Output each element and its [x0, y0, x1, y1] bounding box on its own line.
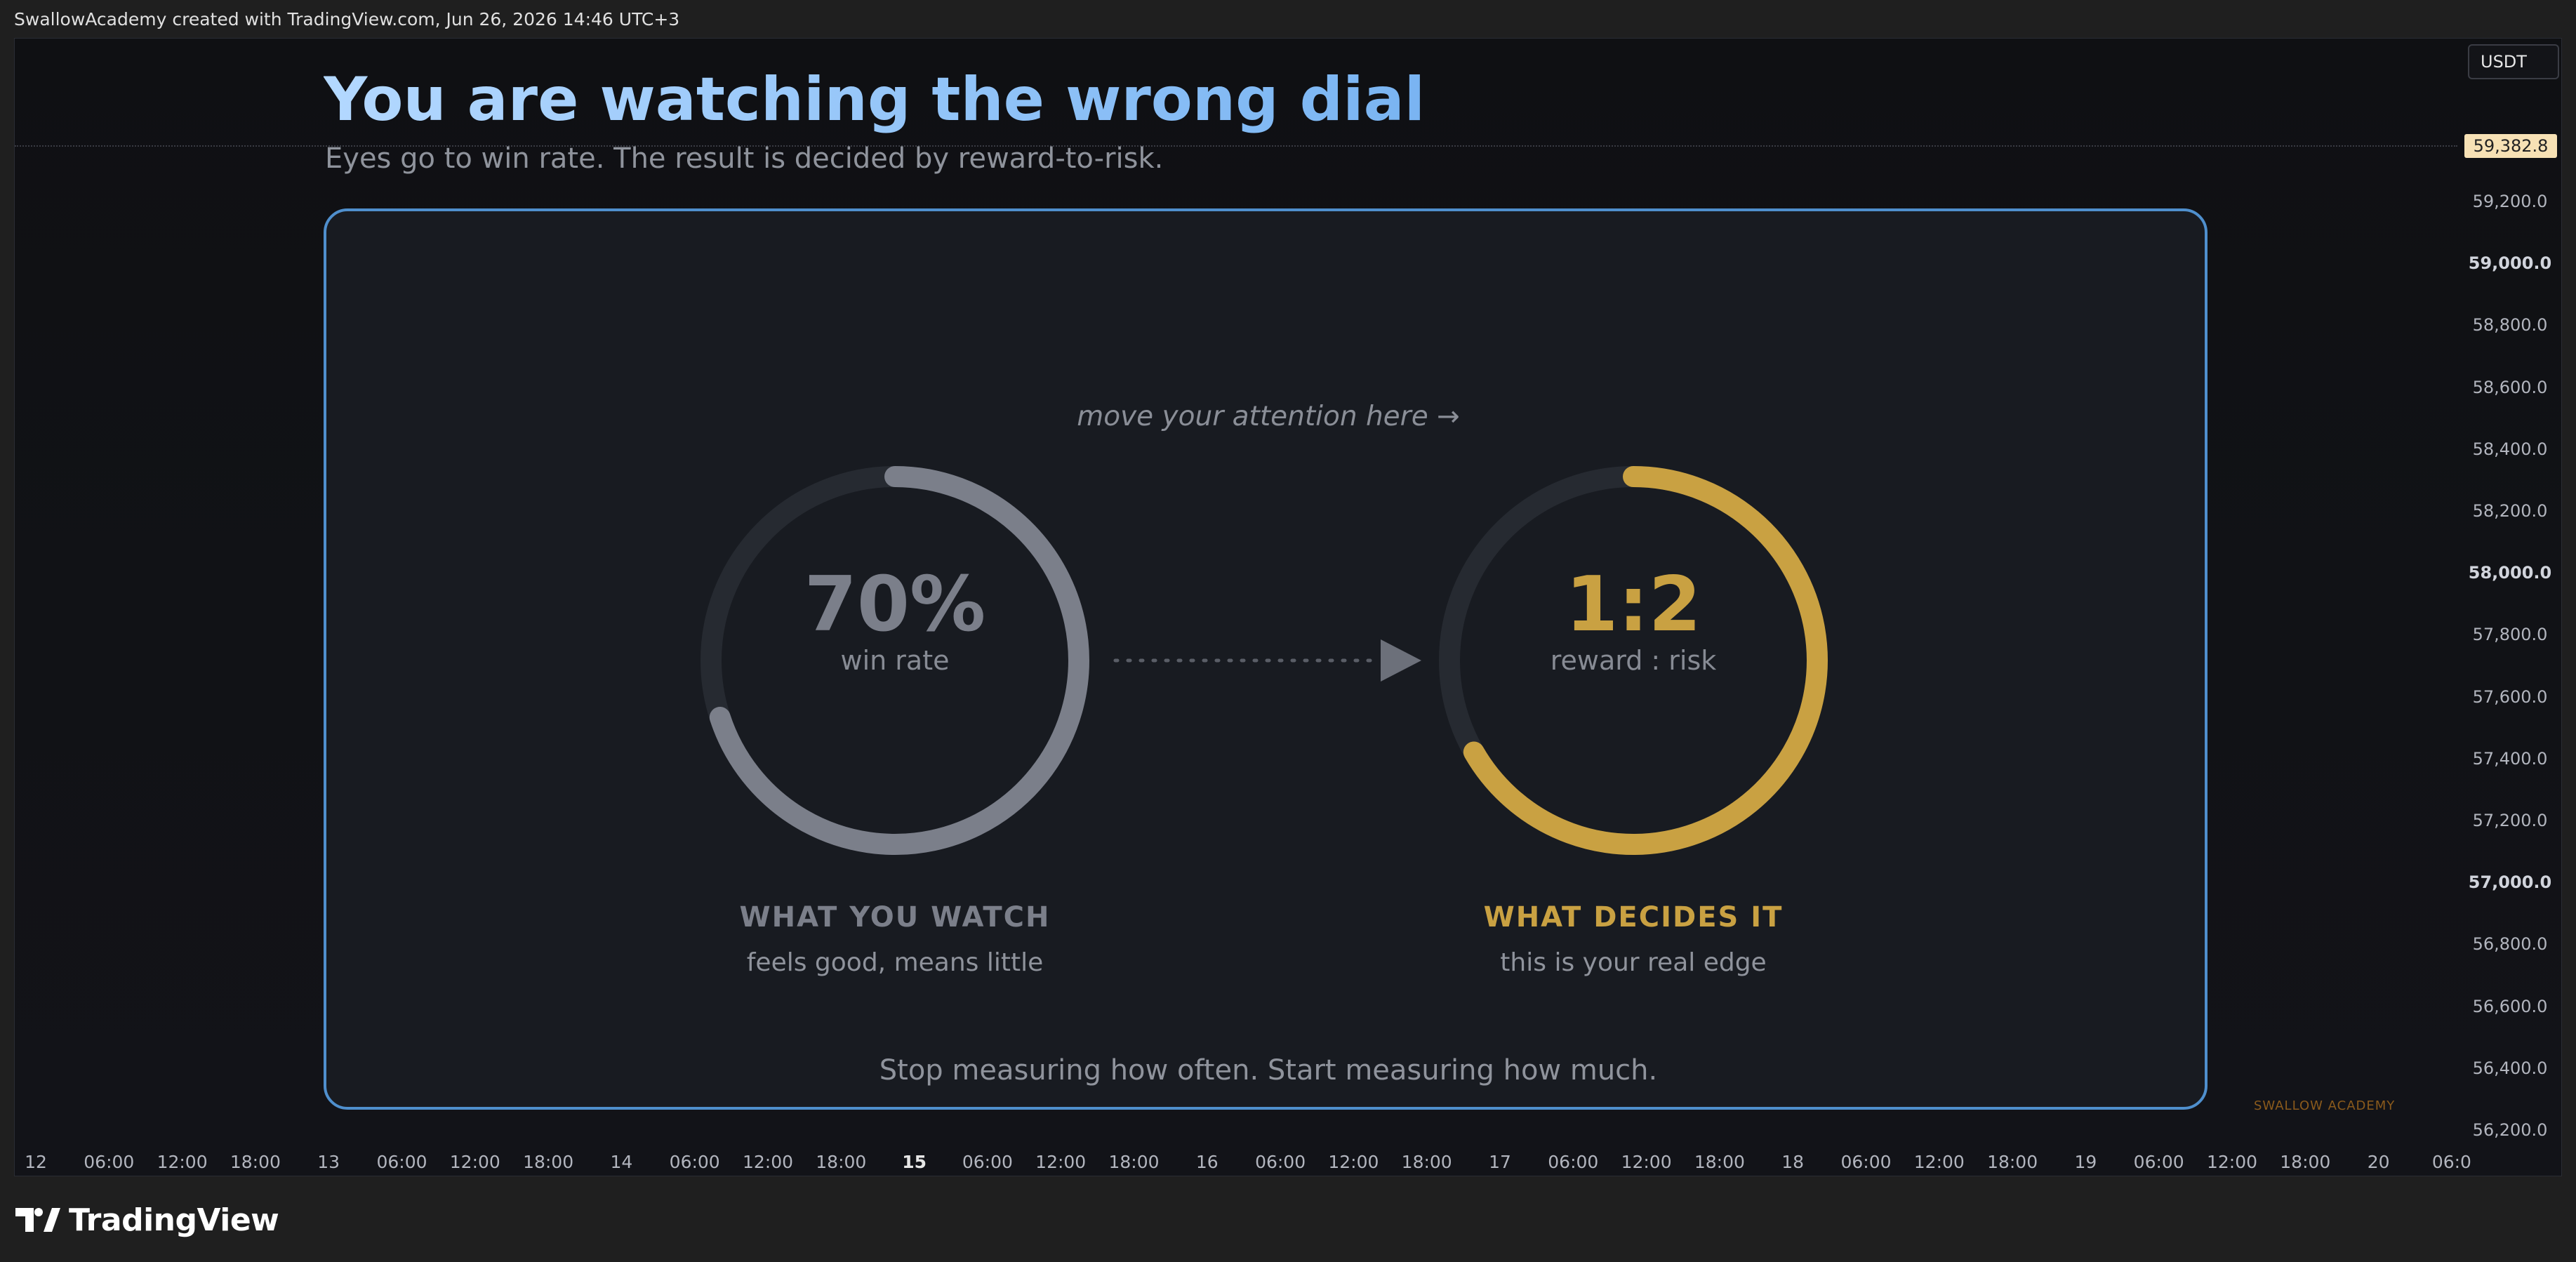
price-tick-label: 58,000.0: [2468, 563, 2552, 583]
last-price-label: 59,382.8: [2464, 134, 2557, 158]
overlay-headline: You are watching the wrong dial: [324, 64, 1425, 136]
time-tick-label: 18:00: [1108, 1152, 1160, 1172]
price-axis[interactable]: 59,200.0 59,000.0 58,800.0 58,600.0 58,400.0…: [2457, 39, 2561, 1148]
chart-caption-bar: SwallowAcademy created with TradingView.…: [0, 0, 2576, 38]
currency-selector[interactable]: USDT: [2468, 44, 2559, 79]
time-tick-label: 06:00: [1840, 1152, 1892, 1172]
price-tick-label: 56,400.0: [2472, 1058, 2548, 1078]
reward-risk-label: reward : risk: [1550, 645, 1717, 676]
reward-risk-value: 1:2: [1565, 561, 1701, 649]
swallow-academy-watermark: SWALLOW ACADEMY: [2254, 1098, 2396, 1113]
price-tick-label: 58,800.0: [2472, 315, 2548, 336]
overlay-footer-message: Stop measuring how often. Start measurin…: [879, 1054, 1658, 1087]
price-tick-label: 57,000.0: [2468, 872, 2552, 893]
time-tick-label: 16: [1195, 1152, 1219, 1172]
time-tick-label: 12:00: [2206, 1152, 2258, 1172]
price-tick-label: 57,200.0: [2472, 811, 2548, 830]
time-tick-label: 06:0: [2431, 1152, 2471, 1172]
overlay-card: move your attention here → 70% win rate …: [324, 208, 2207, 1110]
time-tick-label: 18:00: [1987, 1152, 2038, 1172]
what-decides-it-subtitle: this is your real edge: [1500, 948, 1767, 977]
last-price-line: [15, 145, 2457, 147]
price-tick-label: 56,600.0: [2472, 996, 2548, 1016]
price-tick-label: 58,400.0: [2472, 439, 2548, 459]
attention-hint: move your attention here →: [1077, 401, 1460, 432]
price-tick-label: 56,200.0: [2472, 1120, 2548, 1140]
time-tick-label: 06:00: [1548, 1152, 1599, 1172]
arrow-head-icon: [1381, 639, 1421, 682]
time-tick-label: 12:00: [1621, 1152, 1672, 1172]
time-tick-label: 12:00: [742, 1152, 794, 1172]
reward-risk-dial-arc: [1463, 466, 1828, 855]
tradingview-wordmark: TradingView: [69, 1202, 279, 1238]
time-tick-label: 18:00: [230, 1152, 281, 1172]
what-you-watch-title: WHAT YOU WATCH: [739, 901, 1051, 934]
time-tick-label: 18:00: [1694, 1152, 1745, 1172]
time-tick-label: 06:00: [669, 1152, 720, 1172]
time-tick-label: 12:00: [1035, 1152, 1087, 1172]
time-tick-label: 12:00: [449, 1152, 500, 1172]
dials-graphic: [701, 466, 1828, 855]
time-tick-label: 06:00: [376, 1152, 427, 1172]
win-rate-dial-arc: [709, 466, 1089, 855]
price-tick-label: 58,200.0: [2472, 501, 2548, 521]
win-rate-value: 70%: [804, 561, 986, 649]
time-tick-label: 12:00: [1328, 1152, 1379, 1172]
what-you-watch-subtitle: feels good, means little: [746, 948, 1044, 977]
time-tick-label: 18: [1781, 1152, 1805, 1172]
time-tick-label: 15: [902, 1152, 927, 1172]
time-tick-label: 06:00: [1255, 1152, 1306, 1172]
time-tick-label: 12:00: [1913, 1152, 1965, 1172]
chart-plot[interactable]: You are watching the wrong dial Eyes go …: [15, 39, 2457, 1148]
time-tick-label: 12:00: [157, 1152, 208, 1172]
time-axis[interactable]: 12 06:00 12:00 18:00 13 06:00 12:00 18:00 14 06:0…: [15, 1148, 2471, 1176]
time-tick-label: 20: [2367, 1152, 2390, 1172]
time-tick-label: 12: [25, 1152, 47, 1172]
overlay-subhead: Eyes go to win rate. The result is decid…: [325, 142, 1164, 175]
price-tick-label: 59,000.0: [2468, 253, 2552, 274]
time-tick-label: 18:00: [816, 1152, 867, 1172]
price-tick-label: 58,600.0: [2472, 377, 2548, 397]
time-tick-label: 18:00: [2280, 1152, 2331, 1172]
price-tick-label: 57,600.0: [2472, 686, 2548, 707]
time-tick-label: 06:00: [2133, 1152, 2184, 1172]
what-decides-it-title: WHAT DECIDES IT: [1483, 901, 1784, 934]
time-tick-label: 13: [317, 1152, 340, 1172]
time-tick-label: 18:00: [523, 1152, 574, 1172]
time-tick-label: 06:00: [962, 1152, 1013, 1172]
time-tick-label: 14: [610, 1152, 633, 1172]
tradingview-logo-icon: [15, 1208, 60, 1232]
price-tick-label: 57,800.0: [2472, 625, 2548, 645]
win-rate-label: win rate: [840, 645, 950, 676]
price-tick-label: 59,200.0: [2472, 192, 2548, 211]
chart-area[interactable]: You are watching the wrong dial Eyes go …: [14, 38, 2562, 1176]
time-tick-label: 06:00: [84, 1152, 135, 1172]
time-tick-label: 17: [1489, 1152, 1511, 1172]
time-tick-label: 19: [2074, 1152, 2097, 1172]
price-tick-label: 56,800.0: [2472, 934, 2548, 955]
chart-caption: SwallowAcademy created with TradingView.…: [14, 8, 680, 29]
price-tick-label: 57,400.0: [2472, 748, 2548, 769]
tradingview-brand[interactable]: TradingView: [15, 1200, 279, 1240]
time-tick-label: 18:00: [1401, 1152, 1452, 1172]
